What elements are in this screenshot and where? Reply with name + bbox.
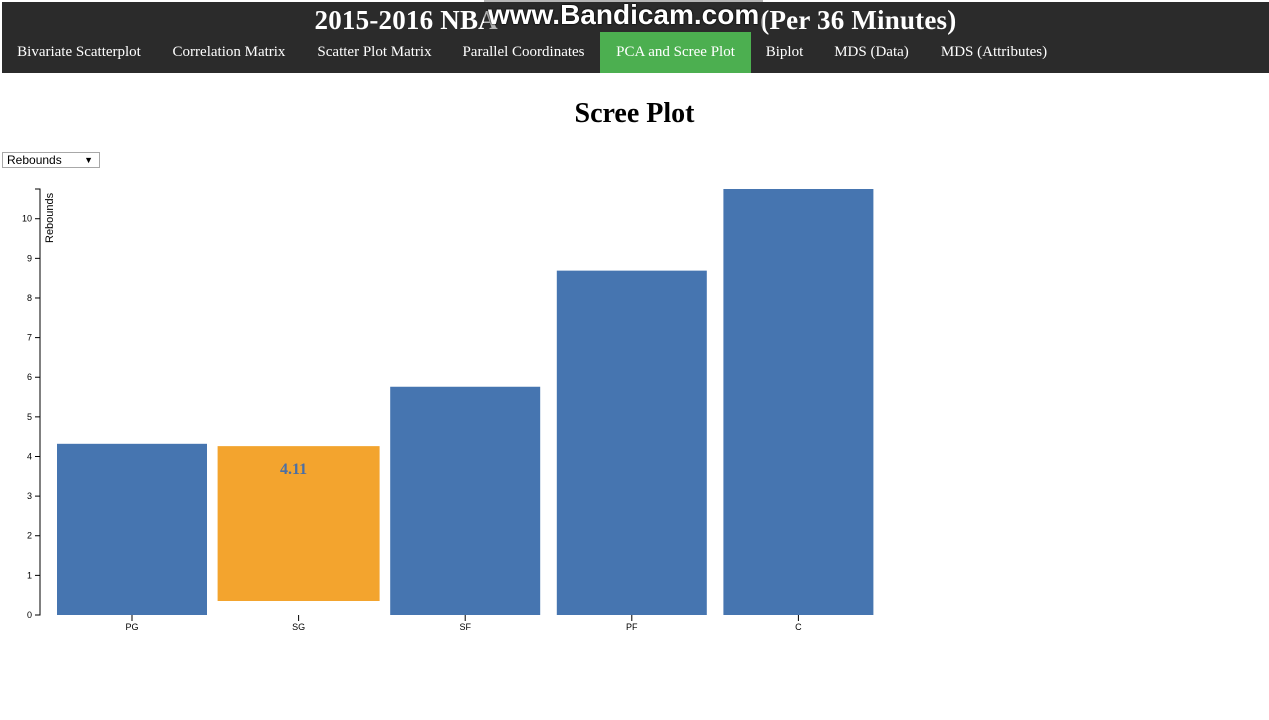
bar-pf (556, 270, 707, 615)
y-tick-label: 8 (27, 293, 32, 303)
x-axis: PG SG SF PF C (125, 615, 802, 632)
y-tick-label: 6 (27, 372, 32, 382)
x-tick-label: SF (459, 622, 471, 632)
y-tick-label: 7 (27, 333, 32, 343)
x-tick-label: PG (125, 622, 138, 632)
bar-pg (57, 443, 207, 615)
tab-scatter-plot-matrix[interactable]: Scatter Plot Matrix (317, 44, 432, 60)
tab-pca-scree-plot[interactable]: PCA and Scree Plot (600, 32, 751, 73)
tab-parallel-coordinates[interactable]: Parallel Coordinates (462, 44, 585, 60)
bar-hover-label: 4.11 (280, 461, 307, 478)
x-tick-label: SG (292, 622, 305, 632)
y-tick-label: 2 (27, 531, 32, 541)
y-tick-label: 1 (27, 570, 32, 580)
plot-title: Scree Plot (574, 98, 695, 129)
chevron-down-icon: ▼ (84, 155, 93, 165)
x-tick-label: C (795, 622, 802, 632)
bar-c (723, 189, 874, 615)
y-tick-label: 0 (27, 610, 32, 620)
attribute-select-value: Rebounds (7, 153, 62, 167)
y-axis: 0 1 2 3 4 5 6 7 8 9 10 (22, 188, 41, 620)
app-title: 2015-2016 NBA (Per 36 Minutes) (2, 5, 1269, 36)
recording-watermark: www.Bandicam.com (484, 0, 764, 31)
app-title-suffix: (Per 36 Minutes) (760, 5, 957, 35)
tab-mds-attributes[interactable]: MDS (Attributes) (940, 44, 1048, 60)
x-tick-label: PF (626, 622, 638, 632)
tab-mds-data[interactable]: MDS (Data) (834, 44, 909, 60)
attribute-select[interactable]: Rebounds ▼ (2, 152, 100, 168)
bars (57, 189, 874, 615)
y-tick-label: 10 (22, 214, 32, 224)
y-tick-label: 5 (27, 412, 32, 422)
tab-biplot[interactable]: Biplot (765, 44, 804, 60)
bar-sf (390, 386, 541, 615)
y-axis-line (35, 188, 41, 616)
y-tick-label: 4 (27, 451, 32, 461)
y-axis-label: Rebounds (44, 192, 56, 243)
y-tick-label: 3 (27, 491, 32, 501)
app-title-text: 2015-2016 NBA (314, 5, 497, 35)
bar-sg (217, 446, 380, 601)
y-tick-label: 9 (27, 253, 32, 263)
tab-bivariate-scatterplot[interactable]: Bivariate Scatterplot (17, 44, 141, 60)
tab-correlation-matrix[interactable]: Correlation Matrix (172, 44, 286, 60)
app-header: 2015-2016 NBA (Per 36 Minutes) www.Bandi… (2, 0, 1269, 73)
